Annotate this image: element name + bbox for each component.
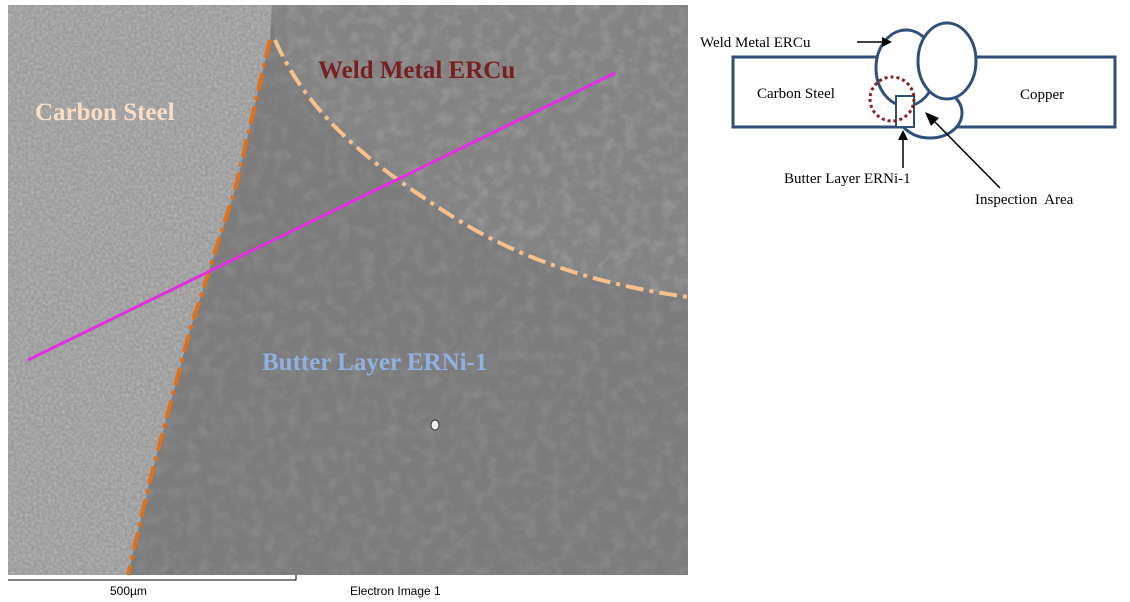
arrow: [935, 122, 1000, 188]
weld-metal-text: Weld Metal ERCu: [700, 35, 811, 51]
copper-text: Copper: [1020, 87, 1064, 103]
schematic: Weld Metal ERCu Carbon Steel Copper Butt…: [700, 23, 1115, 208]
image-caption: Electron Image 1: [350, 584, 441, 598]
scale-bar: [8, 575, 296, 580]
scale-label: 500µm: [110, 584, 147, 598]
sem-image: Carbon Steel Weld Metal ERCu Butter Laye…: [8, 5, 690, 575]
carbon-steel-text: Carbon Steel: [757, 86, 835, 102]
weld-bead: [918, 23, 976, 99]
butter-layer-label: Butter Layer ERNi-1: [262, 349, 487, 376]
inspection-area-text: Inspection Area: [975, 192, 1074, 208]
figure: Carbon Steel Weld Metal ERCu Butter Laye…: [0, 0, 1130, 602]
butter-layer-text: Butter Layer ERNi-1: [784, 171, 911, 187]
particle: [431, 420, 439, 430]
weld-metal-label: Weld Metal ERCu: [318, 57, 515, 84]
carbon-steel-label: Carbon Steel: [35, 99, 175, 126]
